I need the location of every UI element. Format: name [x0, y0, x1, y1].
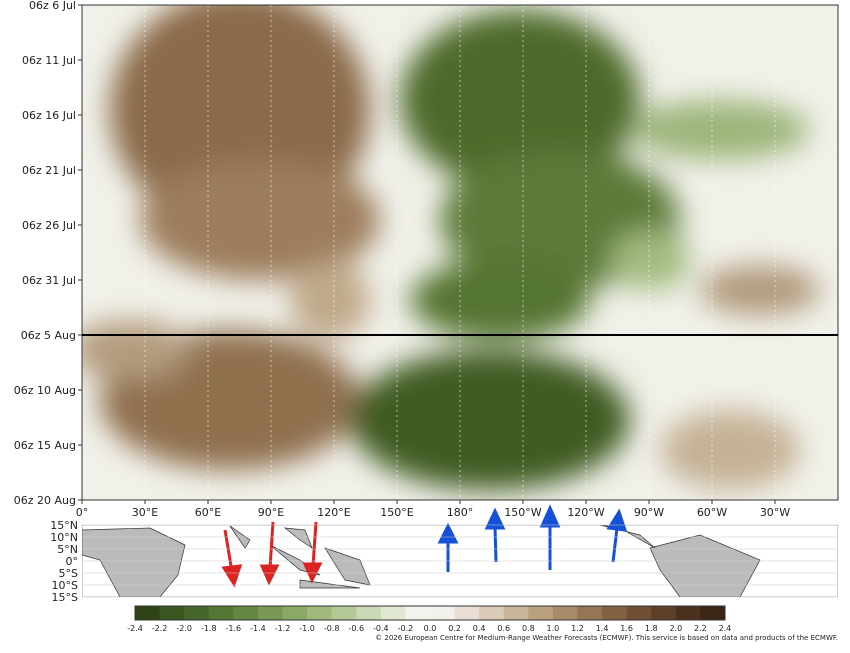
colorbar-label: 0.2: [448, 624, 461, 633]
colorbar-label: -2.0: [176, 624, 192, 633]
colorbar-swatch: [135, 606, 161, 620]
x-label: 90°W: [634, 506, 664, 519]
x-label: 180°: [447, 506, 474, 519]
colorbar-label: -2.4: [127, 624, 143, 633]
colorbar-swatch: [479, 606, 505, 620]
x-label: 0°: [76, 506, 89, 519]
colorbar-label: -1.8: [201, 624, 217, 633]
x-label: 60°W: [697, 506, 727, 519]
y-label: 06z 26 Jul: [22, 219, 76, 232]
colorbar-swatch: [528, 606, 554, 620]
x-label: 60°E: [195, 506, 221, 519]
y-label: 06z 16 Jul: [22, 109, 76, 122]
x-label: 90°E: [258, 506, 284, 519]
colorbar-swatch: [700, 606, 726, 620]
y-label: 06z 10 Aug: [14, 384, 76, 397]
colorbar-swatch: [282, 606, 308, 620]
colorbar-label: 0.0: [424, 624, 437, 633]
y-label: 06z 21 Jul: [22, 164, 76, 177]
colorbar-swatch: [626, 606, 652, 620]
y-label: 06z 31 Jul: [22, 274, 76, 287]
lat-label: 15°S: [52, 591, 78, 604]
colorbar-label: 1.6: [620, 624, 633, 633]
colorbar-swatch: [675, 606, 701, 620]
colorbar-label: -1.0: [299, 624, 315, 633]
lat-label: 5°N: [57, 543, 78, 556]
colorbar-swatch: [552, 606, 578, 620]
x-label: 30°W: [760, 506, 790, 519]
colorbar-swatch: [356, 606, 382, 620]
colorbar-swatch: [380, 606, 406, 620]
colorbar-label: -1.2: [275, 624, 291, 633]
colorbar-swatch: [454, 606, 480, 620]
lat-label: 0°: [66, 555, 79, 568]
y-label: 06z 20 Aug: [14, 494, 76, 507]
colorbar-label: -0.4: [373, 624, 389, 633]
colorbar-swatch: [307, 606, 333, 620]
blue-arrows: [437, 504, 628, 572]
x-label: 120°W: [567, 506, 604, 519]
colorbar-swatch: [233, 606, 259, 620]
colorbar-label: 2.0: [669, 624, 682, 633]
colorbar-label: 1.2: [571, 624, 584, 633]
copyright: © 2026 European Centre for Medium-Range …: [375, 634, 838, 642]
colorbar-label: 1.0: [547, 624, 560, 633]
colorbar-swatch: [208, 606, 234, 620]
x-label: 150°E: [380, 506, 413, 519]
colorbar-swatch: [331, 606, 357, 620]
colorbar-label: -2.2: [152, 624, 168, 633]
colorbar-label: -1.6: [226, 624, 242, 633]
colorbar-swatch: [503, 606, 529, 620]
colorbar-swatch: [651, 606, 677, 620]
colorbar-label: -1.4: [250, 624, 266, 633]
colorbar-swatch: [257, 606, 283, 620]
colorbar-label: 1.8: [645, 624, 658, 633]
y-label: 06z 6 Jul: [29, 0, 76, 12]
colorbar-label: 0.6: [497, 624, 510, 633]
colorbar-swatch: [405, 606, 431, 620]
colorbar-label: 1.4: [596, 624, 609, 633]
colorbar-swatch: [430, 606, 456, 620]
lat-label: 15°N: [50, 519, 78, 532]
field: [82, 5, 838, 500]
y-label: 06z 15 Aug: [14, 439, 76, 452]
x-label: 30°E: [132, 506, 158, 519]
colorbar-frame: [134, 605, 726, 621]
colorbar-label: -0.6: [348, 624, 364, 633]
colorbar-label: 0.8: [522, 624, 535, 633]
lat-label: 10°N: [50, 531, 78, 544]
colorbar-label: 2.2: [694, 624, 707, 633]
colorbar-swatch: [577, 606, 603, 620]
y-label: 06z 5 Aug: [21, 329, 76, 342]
y-label: 06z 11 Jul: [22, 54, 76, 67]
colorbar-label: 0.4: [473, 624, 486, 633]
colorbar-swatch: [602, 606, 628, 620]
x-label: 120°E: [317, 506, 350, 519]
lat-label: 5°S: [59, 567, 78, 580]
colorbar-label: -0.8: [324, 624, 340, 633]
colorbar-label: 2.4: [719, 624, 732, 633]
colorbar-label: -0.2: [398, 624, 414, 633]
colorbar-swatch: [184, 606, 210, 620]
lat-label: 10°S: [52, 579, 78, 592]
colorbar-swatch: [159, 606, 185, 620]
x-label: 150°W: [504, 506, 541, 519]
